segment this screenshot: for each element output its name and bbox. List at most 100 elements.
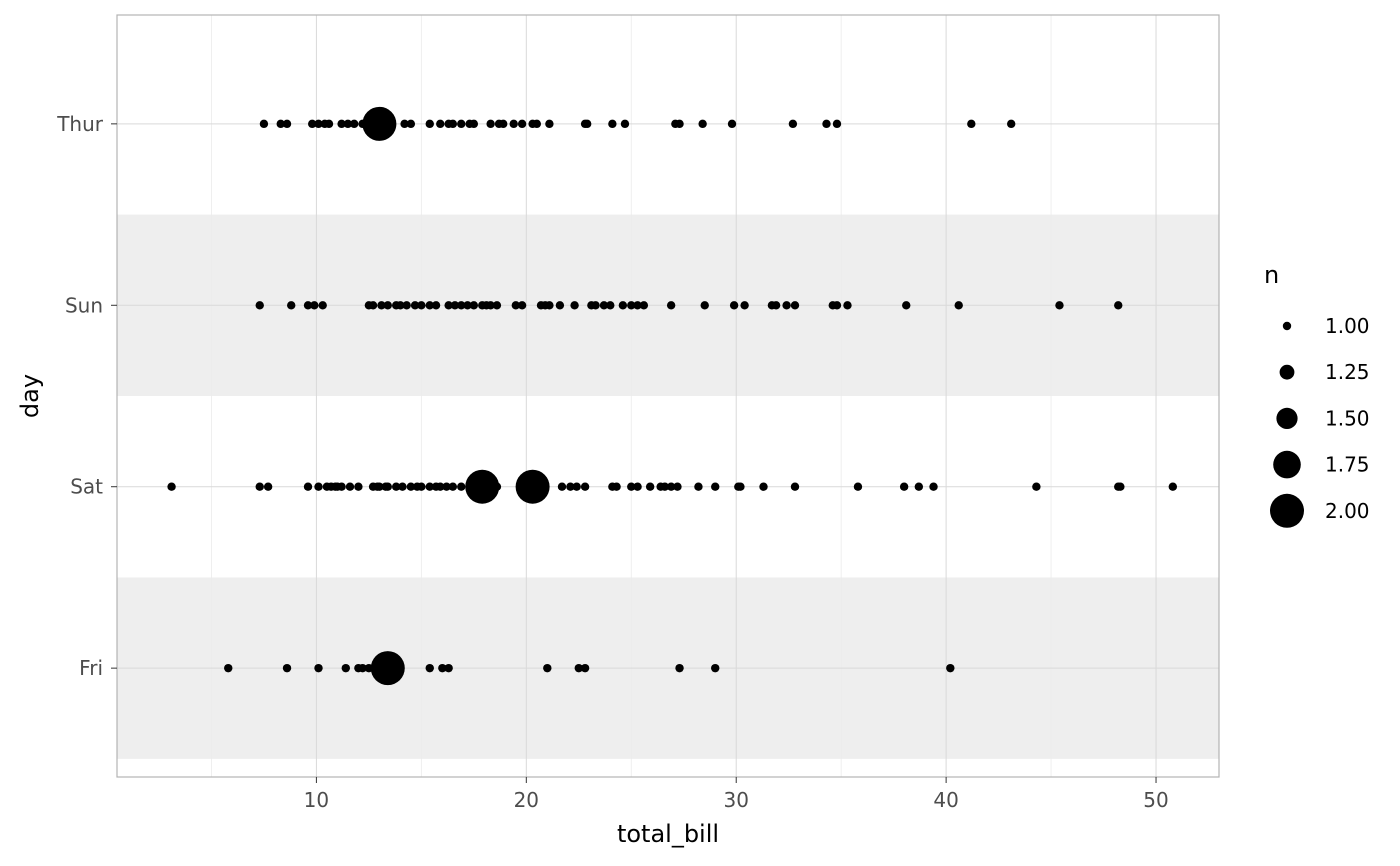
data-point [580,482,590,491]
data-point [457,119,466,129]
data-point [341,663,350,673]
data-point [324,119,334,129]
data-point [612,482,621,491]
data-point [448,482,458,491]
data-point [666,482,676,491]
x-tick-label: 20 [514,788,539,812]
data-point [370,651,405,686]
y-tick-label: Thur [56,112,104,136]
data-point [711,663,720,673]
data-point [1116,482,1125,491]
data-point [899,482,909,491]
data-point [832,301,842,310]
data-point [358,663,367,673]
data-point [517,301,527,310]
data-point [167,482,176,491]
data-point [436,482,445,491]
data-point [1114,301,1123,310]
data-point [375,482,384,491]
data-point [711,482,720,491]
data-point [425,482,434,491]
data-point [425,301,434,310]
data-point [627,301,636,310]
data-point [759,482,768,491]
data-point [782,301,791,310]
data-point [790,482,800,491]
legend-key-point [1279,364,1295,380]
data-point [444,663,453,673]
data-point [259,119,269,129]
legend-key-point [1270,493,1304,528]
data-point [1168,482,1178,491]
data-point [425,119,434,129]
data-point [517,119,527,129]
data-point [694,482,703,491]
data-point [729,301,739,310]
data-point [444,301,453,310]
data-point [337,482,346,491]
data-point [620,119,630,129]
data-point [740,301,749,310]
data-point [463,301,472,310]
data-point [450,301,460,310]
data-point [853,482,863,491]
data-point [618,301,628,310]
data-point [1055,301,1064,310]
legend-label: 2.00 [1325,499,1370,523]
data-point [287,301,296,310]
data-point [557,482,567,491]
data-point [633,301,642,310]
y-tick-label: Fri [79,656,103,680]
data-point [574,663,583,673]
data-point [383,301,392,310]
data-point [511,301,521,310]
data-point [448,119,458,129]
data-point [263,482,273,491]
data-point [282,119,292,129]
data-point [469,301,479,310]
data-point [314,119,323,129]
data-point [400,119,409,129]
data-point [224,663,233,673]
data-point [354,482,363,491]
data-point [314,663,323,673]
data-point [582,119,592,129]
data-point [666,301,676,310]
data-point [438,663,447,673]
legend-label: 1.75 [1325,453,1370,477]
data-point [700,301,709,310]
data-point [486,119,495,129]
legend-key-point [1276,407,1298,429]
data-point [308,119,317,129]
data-point [436,119,445,129]
data-point [606,301,615,310]
y-tick-label: Sun [65,293,103,317]
data-point [543,663,552,673]
data-point [457,301,466,310]
data-point [545,119,554,129]
data-point [736,482,745,491]
data-point [255,482,264,491]
data-point [639,301,649,310]
data-point [555,301,565,310]
data-point [660,482,670,491]
data-point [627,482,636,491]
y-axis-title: day [16,374,44,418]
data-point [417,301,426,310]
size-legend: n 1.00 1.25 1.50 1.75 2.00 [1264,261,1370,528]
data-point [1006,119,1016,129]
data-point [832,119,842,129]
data-point [368,301,378,310]
legend-key-point [1273,450,1301,479]
data-point [580,663,590,673]
legend-title: n [1264,261,1279,289]
data-point [822,119,831,129]
data-point [570,301,579,310]
data-point [532,119,542,129]
data-point [417,482,426,491]
data-point [362,106,397,141]
data-point [515,469,550,504]
data-point [349,119,359,129]
data-point [1032,482,1041,491]
